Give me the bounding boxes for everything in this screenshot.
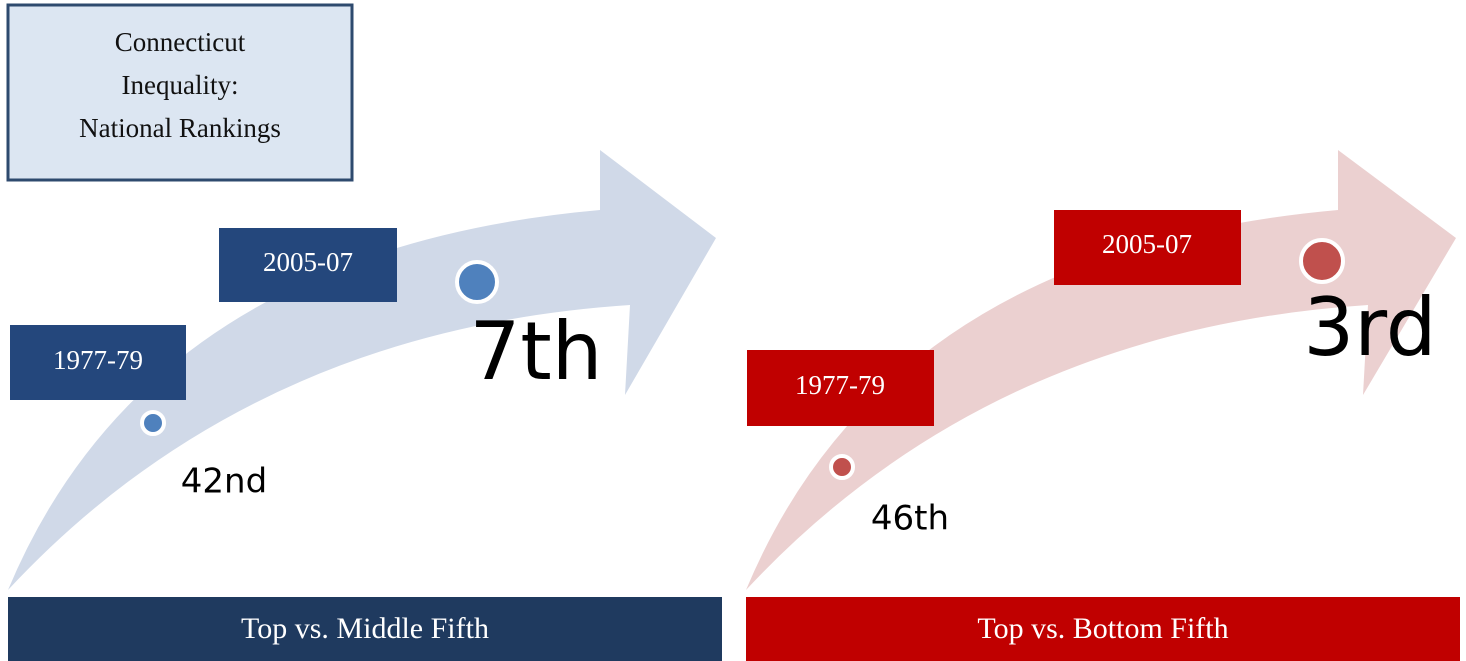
rank-label: 7th (470, 305, 603, 398)
rank-label: 42nd (181, 462, 267, 502)
period-label: 2005-07 (263, 247, 353, 277)
title-line: Connecticut (115, 27, 246, 57)
panel-bar (8, 597, 722, 661)
dot (140, 410, 166, 436)
period-label: 1977-79 (53, 345, 143, 375)
dot (829, 454, 855, 480)
period-label: 2005-07 (1102, 229, 1192, 259)
period-box (747, 350, 934, 426)
arrow (746, 150, 1456, 590)
title-line: National Rankings (79, 113, 281, 143)
period-label: 1977-79 (795, 370, 885, 400)
period-box (219, 228, 397, 302)
title-box (6, 3, 354, 182)
dot (1299, 238, 1345, 284)
period-box (1054, 210, 1241, 285)
rank-label: 3rd (1303, 281, 1436, 374)
panel-label: Top vs. Middle Fifth (241, 612, 489, 645)
panel-label: Top vs. Bottom Fifth (977, 612, 1228, 645)
arrow (8, 150, 716, 590)
dot (455, 260, 499, 304)
panel-bar (746, 597, 1460, 661)
period-box (10, 325, 186, 400)
title-line: Inequality: (122, 70, 239, 100)
rank-label: 46th (871, 499, 949, 539)
